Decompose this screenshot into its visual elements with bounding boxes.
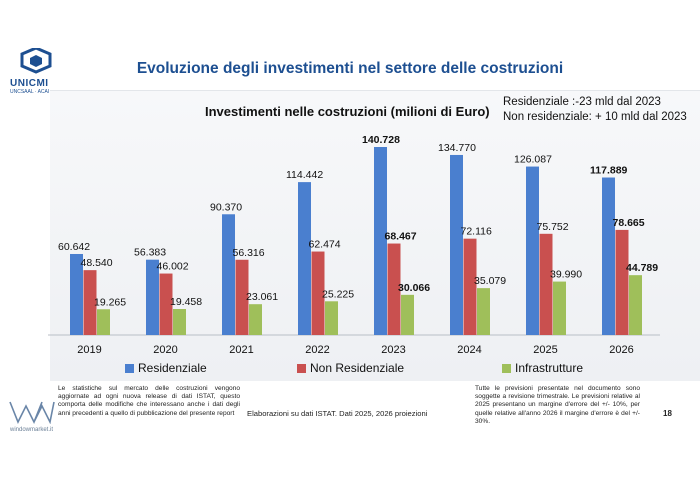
data-label: 19.458 (170, 296, 202, 308)
data-label: 126.087 (514, 154, 552, 166)
data-label: 46.002 (157, 261, 189, 273)
data-label: 19.265 (94, 296, 126, 308)
bar-non-residenziale-2026 (615, 229, 629, 335)
data-label: 90.370 (210, 201, 242, 213)
data-label: 134.770 (438, 142, 476, 154)
x-tick-label: 2022 (305, 344, 329, 356)
data-label: 60.642 (58, 241, 90, 253)
windowmarket-logo (9, 401, 55, 424)
data-label: 62.474 (309, 239, 341, 251)
bar-infrastrutture-2020 (173, 309, 186, 335)
page-number: 18 (663, 409, 672, 418)
x-tick-label: 2020 (153, 344, 177, 356)
legend-item-non-residenziale: Non Residenziale (297, 360, 404, 376)
bar-infrastrutture-2022 (325, 301, 338, 335)
legend-item-infrastrutture: Infrastrutture (502, 360, 583, 376)
data-label: 48.540 (81, 257, 113, 269)
bar-non-residenziale-2023 (387, 243, 401, 335)
bar-infrastrutture-2019 (97, 309, 110, 335)
x-tick-label: 2024 (457, 344, 481, 356)
bar-residenziale-2019 (70, 253, 83, 335)
data-label: 39.990 (550, 269, 582, 281)
footer-disclaimer-right: Tutte le previsioni presentate nel docum… (475, 385, 640, 425)
bar-non-residenziale-2022 (311, 251, 325, 335)
bar-residenziale-2021 (222, 214, 235, 335)
data-label: 117.889 (590, 165, 628, 177)
bar-non-residenziale-2021 (235, 259, 249, 335)
legend-label: Non Residenziale (310, 361, 405, 375)
bar-residenziale-2026 (602, 177, 615, 335)
data-label: 25.225 (322, 288, 354, 300)
windowmarket-brand: windowmarket.it (10, 427, 54, 433)
bar-infrastrutture-2021 (249, 304, 262, 335)
bar-infrastrutture-2024 (477, 288, 490, 335)
note-non-residential: Non residenziale: + 10 mld dal 2023 (503, 111, 687, 123)
data-label: 78.665 (613, 217, 645, 229)
bar-residenziale-2025 (526, 166, 539, 335)
x-tick-label: 2023 (381, 344, 405, 356)
bar-infrastrutture-2025 (553, 281, 566, 335)
bar-non-residenziale-2020 (159, 273, 173, 335)
footer-source: Elaborazioni su dati ISTAT. Dati 2025, 2… (247, 409, 428, 418)
bar-non-residenziale-2019 (83, 270, 97, 335)
x-tick-label: 2019 (77, 344, 101, 356)
data-label: 75.752 (537, 221, 569, 233)
legend-swatch (502, 363, 511, 373)
data-label: 56.316 (233, 247, 265, 259)
chart-title: Investimenti nelle costruzioni (milioni … (205, 104, 490, 119)
data-label: 30.066 (398, 282, 430, 294)
logo-text: UNICMI (10, 78, 49, 89)
legend-label: Infrastrutture (515, 361, 584, 375)
bar-residenziale-2023 (374, 147, 387, 335)
page-title: Evoluzione degli investimenti nel settor… (136, 60, 564, 77)
bar-residenziale-2022 (298, 182, 311, 335)
data-label: 56.383 (134, 247, 166, 259)
bar-residenziale-2024 (450, 154, 463, 335)
x-tick-label: 2021 (229, 344, 253, 356)
data-label: 72.116 (461, 226, 492, 238)
data-label: 140.728 (362, 134, 400, 146)
logo-subtext: UNCSAAL · ACAI (10, 89, 50, 95)
bar-infrastrutture-2026 (629, 275, 642, 335)
data-label: 44.789 (626, 262, 658, 274)
bar-non-residenziale-2025 (539, 233, 553, 335)
x-tick-label: 2026 (609, 344, 633, 356)
note-residential: Residenziale :-23 mld dal 2023 (503, 96, 661, 108)
unicmi-logo (20, 48, 52, 74)
data-label: 68.467 (385, 231, 417, 243)
bar-infrastrutture-2023 (401, 294, 414, 335)
legend-swatch (297, 363, 306, 373)
footer-disclaimer-left: Le statistiche sul mercato delle costruz… (58, 385, 240, 417)
data-label: 114.442 (286, 169, 323, 181)
data-label: 35.079 (474, 275, 506, 287)
legend-swatch (125, 363, 134, 373)
bar-residenziale-2020 (146, 259, 159, 335)
bar-non-residenziale-2024 (463, 238, 477, 335)
legend-label: Residenziale (138, 361, 207, 375)
legend-item-residenziale: Residenziale (125, 360, 207, 376)
data-label: 23.061 (246, 291, 278, 303)
x-tick-label: 2025 (533, 344, 557, 356)
